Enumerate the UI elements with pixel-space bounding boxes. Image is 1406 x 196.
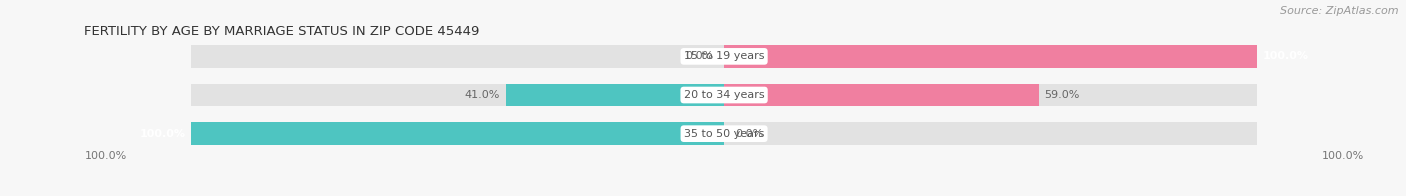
Text: 100.0%: 100.0% — [1322, 151, 1364, 161]
Bar — [724, 122, 1257, 145]
Text: 20 to 34 years: 20 to 34 years — [683, 90, 765, 100]
Text: 35 to 50 years: 35 to 50 years — [683, 129, 765, 139]
Bar — [724, 45, 1257, 68]
Bar — [191, 45, 724, 68]
Text: 100.0%: 100.0% — [139, 129, 186, 139]
Bar — [724, 84, 1039, 106]
Text: 100.0%: 100.0% — [84, 151, 127, 161]
Bar — [724, 45, 1257, 68]
Text: 41.0%: 41.0% — [465, 90, 501, 100]
Bar — [724, 84, 1257, 106]
Text: 15 to 19 years: 15 to 19 years — [683, 51, 765, 61]
Bar — [191, 84, 724, 106]
Text: 59.0%: 59.0% — [1043, 90, 1080, 100]
Text: 100.0%: 100.0% — [1263, 51, 1309, 61]
Bar — [506, 84, 724, 106]
Text: 0.0%: 0.0% — [685, 51, 713, 61]
Text: FERTILITY BY AGE BY MARRIAGE STATUS IN ZIP CODE 45449: FERTILITY BY AGE BY MARRIAGE STATUS IN Z… — [84, 25, 479, 38]
Text: Source: ZipAtlas.com: Source: ZipAtlas.com — [1281, 6, 1399, 16]
Bar — [191, 122, 724, 145]
Bar — [191, 122, 724, 145]
Text: 0.0%: 0.0% — [735, 129, 763, 139]
